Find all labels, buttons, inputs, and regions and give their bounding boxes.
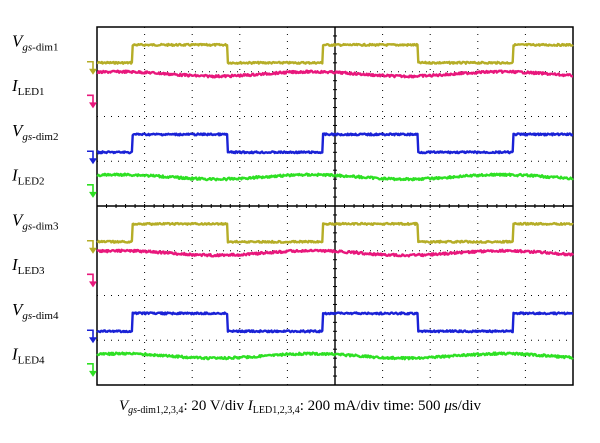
ground-arrow-iled3 xyxy=(89,281,97,288)
ground-arrow-iled4 xyxy=(89,370,97,377)
caption-v-main: V xyxy=(118,398,129,414)
trace-iled3 xyxy=(96,248,575,258)
channel-label-sub: LED2 xyxy=(18,176,45,188)
channel-label-sub2: dim4 xyxy=(36,310,59,322)
ground-marker-vgs-dim2 xyxy=(87,150,94,162)
ground-arrow-iled2 xyxy=(89,191,97,198)
ground-marker-iled2 xyxy=(87,184,94,195)
channel-label-main: I xyxy=(11,76,19,95)
ground-marker-iled1 xyxy=(87,94,94,106)
channel-label-sub: gs- xyxy=(22,310,36,322)
channel-label-iled2: ILED2 xyxy=(11,166,45,188)
channel-label-iled4: ILED4 xyxy=(11,345,45,367)
trace-iled2 xyxy=(96,172,574,182)
traces xyxy=(96,42,575,361)
trace-vgs-dim4 xyxy=(96,311,574,334)
caption-v-scale: : 20 V/div xyxy=(183,398,248,414)
ground-arrow-vgs-dim1 xyxy=(89,68,97,75)
ground-arrow-vgs-dim4 xyxy=(89,337,97,344)
channel-label-main: V xyxy=(12,210,25,229)
caption-v-sub2: dim1,2,3,4 xyxy=(140,405,184,416)
caption-time-rest: s/div xyxy=(451,398,482,414)
channel-label-sub: LED4 xyxy=(18,355,45,367)
channel-labels: Vgs-dim1ILED1Vgs-dim2ILED2Vgs-dim3ILED3V… xyxy=(11,31,59,366)
channel-label-sub2: dim2 xyxy=(36,131,59,143)
ground-marker-vgs-dim3 xyxy=(87,239,94,251)
channel-label-iled3: ILED3 xyxy=(11,255,45,277)
channel-label-main: V xyxy=(12,300,25,319)
scale-caption: Vgs-dim1,2,3,4: 20 V/div ILED1,2,3,4: 20… xyxy=(0,398,600,426)
ground-arrow-vgs-dim3 xyxy=(89,247,97,254)
channel-label-vgs-dim4: Vgs-dim4 xyxy=(12,300,59,322)
channel-label-iled1: ILED1 xyxy=(11,76,45,98)
trace-iled4 xyxy=(96,351,574,361)
ground-marker-vgs-dim4 xyxy=(87,329,94,341)
channel-label-vgs-dim3: Vgs-dim3 xyxy=(12,210,59,232)
trace-vgs-dim2 xyxy=(96,132,574,155)
channel-label-sub2: dim3 xyxy=(36,220,59,232)
ground-marker-vgs-dim1 xyxy=(87,60,94,72)
channel-markers xyxy=(87,60,97,377)
channel-label-main: I xyxy=(11,166,19,185)
channel-label-main: I xyxy=(11,255,19,274)
channel-label-sub: gs- xyxy=(22,131,36,143)
channel-label-sub: gs- xyxy=(22,220,36,232)
channel-label-main: V xyxy=(12,31,25,50)
channel-label-main: I xyxy=(11,345,19,364)
trace-iled1 xyxy=(96,69,574,79)
channel-label-sub: LED1 xyxy=(18,86,45,98)
caption-i-scale: : 200 mA/div time: 500 xyxy=(299,398,445,414)
ground-arrow-vgs-dim2 xyxy=(89,158,97,165)
channel-label-vgs-dim2: Vgs-dim2 xyxy=(12,121,58,143)
ground-marker-iled4 xyxy=(87,363,94,374)
caption-i-sub: LED1,2,3,4 xyxy=(252,405,300,416)
channel-label-vgs-dim1: Vgs-dim1 xyxy=(12,31,58,53)
channel-label-sub: gs- xyxy=(22,41,36,53)
caption-i-main: I xyxy=(247,398,253,414)
caption-time-mu: μ xyxy=(444,398,452,414)
channel-label-sub: LED3 xyxy=(18,265,45,277)
channel-label-sub2: dim1 xyxy=(36,41,59,53)
ground-marker-iled3 xyxy=(87,273,94,285)
trace-vgs-dim3 xyxy=(96,221,574,244)
trace-vgs-dim1 xyxy=(96,42,574,65)
ground-arrow-iled1 xyxy=(89,102,97,109)
caption-v-sub: gs- xyxy=(128,405,141,416)
channel-label-main: V xyxy=(12,121,25,140)
